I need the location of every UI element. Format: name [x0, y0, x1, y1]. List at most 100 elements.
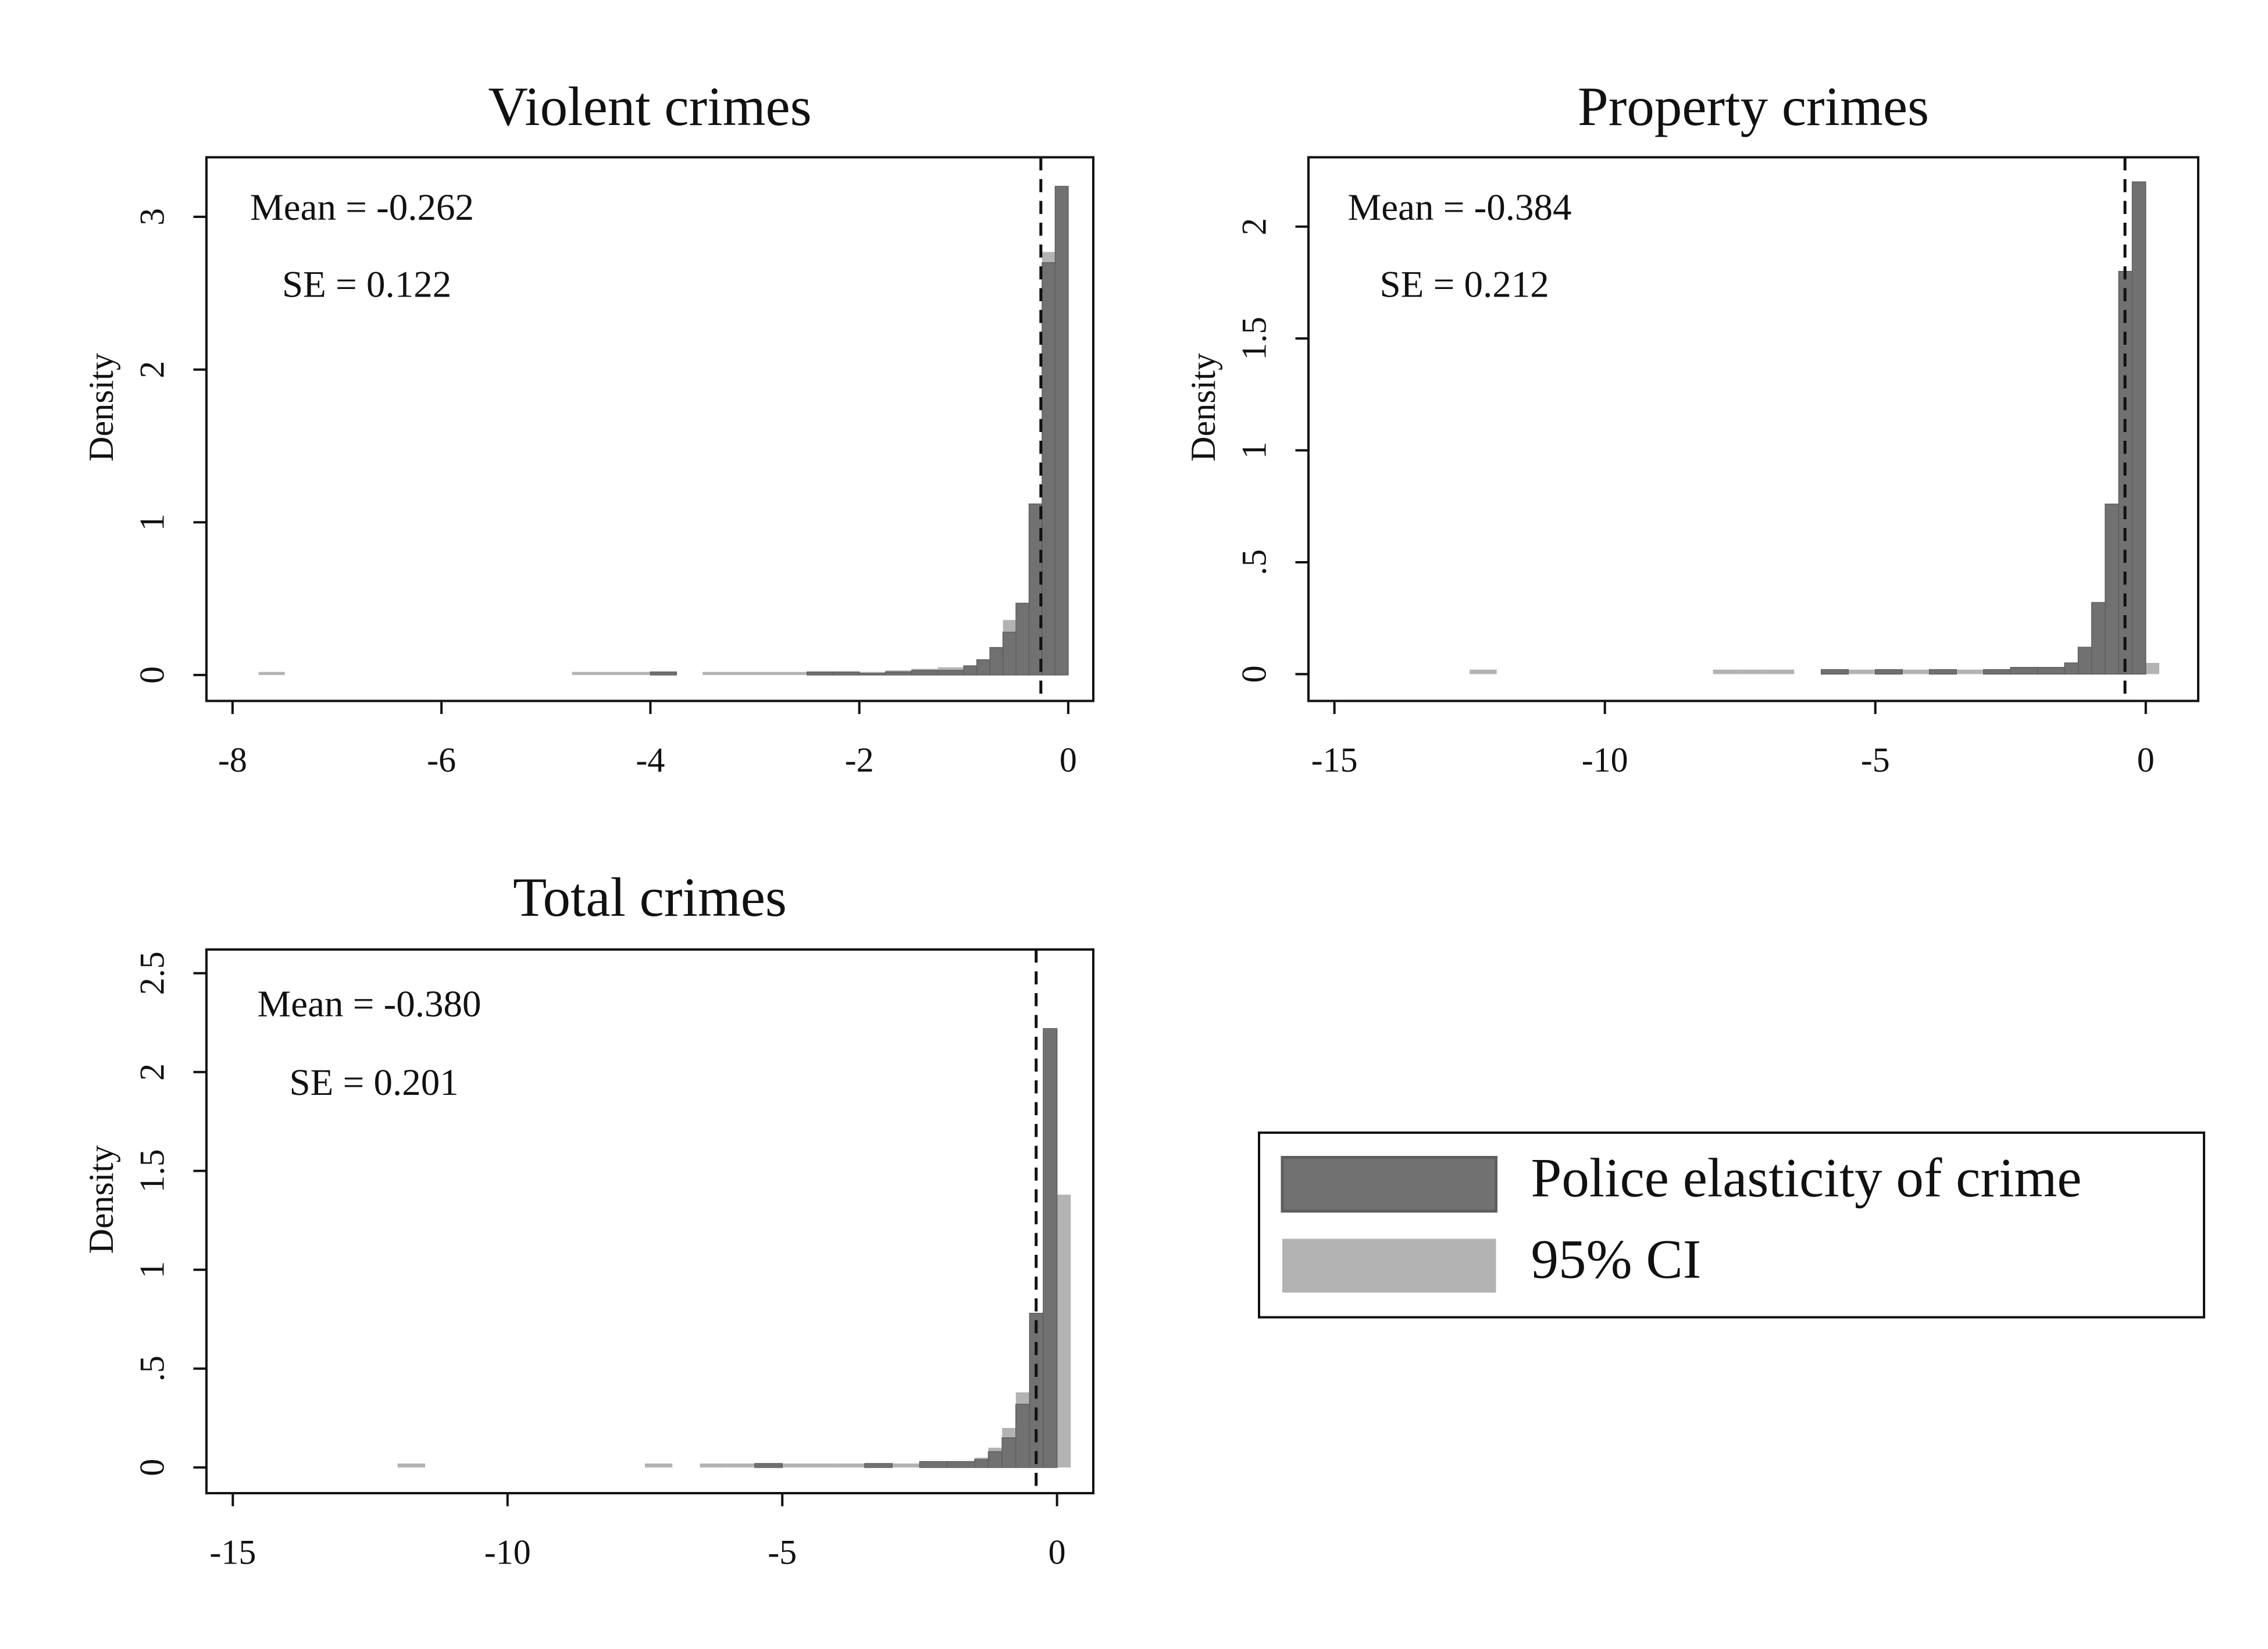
histogram-bar [937, 670, 965, 676]
legend-label: 95% CI [1531, 1228, 1702, 1290]
histogram-bar [2037, 667, 2066, 675]
histogram-bar [1928, 669, 1957, 675]
x-tick-label: -10 [484, 1533, 531, 1571]
legend-label: Police elasticity of crime [1531, 1147, 2082, 1208]
histogram-bar [989, 647, 1004, 676]
chart-title: Property crimes [1578, 76, 1929, 137]
annotation: Mean = -0.262 [250, 187, 474, 229]
y-tick-label: 3 [133, 208, 171, 226]
histogram-bar [2105, 504, 2120, 675]
annotation: SE = 0.122 [282, 263, 451, 305]
histogram-bar [987, 1451, 1003, 1468]
histogram-bar [1874, 669, 1903, 675]
x-tick-label: -8 [218, 741, 247, 779]
histogram-bar [2064, 662, 2079, 675]
histogram-bar [1002, 631, 1017, 676]
histogram-bar [832, 671, 860, 676]
histogram-bar [1767, 669, 1795, 674]
histogram-bar [1057, 1194, 1071, 1468]
plot-frame [205, 948, 1094, 1494]
histogram-bar [1042, 262, 1056, 676]
histogram-bar [1001, 1437, 1017, 1468]
x-tick-label: -4 [636, 741, 665, 779]
x-tick-label: -5 [768, 1533, 797, 1571]
legend-swatch [1281, 1156, 1497, 1213]
histogram-bar [782, 1464, 810, 1468]
histogram-bar [2010, 667, 2038, 675]
legend-swatch [1282, 1238, 1496, 1293]
y-tick-label: 1.5 [1235, 317, 1273, 361]
plot-frame [1307, 156, 2199, 702]
histogram-bar [974, 1459, 989, 1468]
annotation: Mean = -0.384 [1348, 187, 1572, 229]
histogram-bar [755, 672, 781, 675]
x-tick-label: -2 [845, 741, 874, 779]
y-axis-label: Density [82, 1145, 120, 1254]
histogram-bar [624, 672, 651, 675]
histogram-bar [644, 1464, 673, 1468]
x-tick-label: -6 [427, 741, 456, 779]
histogram-bar [946, 1461, 975, 1468]
y-axis-label: Density [82, 353, 120, 462]
x-tick-label: -5 [1861, 741, 1890, 779]
histogram-bar [727, 1464, 755, 1468]
y-tick-label: 2 [133, 361, 171, 379]
histogram-bar [650, 671, 677, 676]
x-tick-label: 0 [1049, 1533, 1066, 1571]
histogram-bar [1740, 669, 1767, 674]
y-tick-label: .5 [133, 1355, 171, 1382]
histogram-bar [1470, 669, 1497, 674]
histogram-bar [1015, 1404, 1030, 1468]
x-tick-label: -15 [1311, 741, 1358, 779]
histogram-bar [1043, 1028, 1058, 1468]
histogram-bar [2131, 181, 2146, 675]
x-tick-label: 0 [2137, 741, 2155, 779]
histogram-bar [780, 672, 807, 675]
histogram-bar [807, 671, 834, 676]
histogram-bar [598, 672, 625, 675]
y-axis-label: Density [1184, 353, 1222, 462]
histogram-bar [2077, 647, 2092, 675]
histogram-bar [1820, 669, 1849, 675]
histogram-bar [729, 672, 755, 675]
y-tick-label: 2 [133, 1063, 171, 1081]
histogram-bar [919, 1461, 948, 1468]
histogram-bar [1956, 669, 1984, 674]
y-tick-label: 1 [133, 1261, 171, 1279]
annotation: Mean = -0.380 [258, 983, 482, 1025]
y-tick-label: 0 [133, 1459, 171, 1476]
histogram-bar [572, 672, 598, 675]
histogram-bar [754, 1463, 783, 1468]
chart-title: Violent crimes [488, 76, 811, 137]
histogram-bar [892, 1464, 920, 1468]
histogram-bar [911, 670, 939, 676]
y-tick-label: 0 [133, 666, 171, 684]
y-tick-label: 1.5 [133, 1149, 171, 1193]
histogram-bar [858, 673, 886, 676]
histogram-bar [2145, 663, 2160, 674]
y-tick-label: 0 [1235, 665, 1273, 683]
y-tick-label: 1 [1235, 442, 1273, 459]
histogram-bar [1902, 669, 1930, 674]
histogram-bar [700, 1464, 728, 1468]
histogram-bar [1713, 669, 1741, 674]
histogram-bar [258, 672, 285, 675]
histogram-bar [837, 1464, 865, 1468]
histogram-bar [2091, 602, 2106, 675]
histogram-bar [963, 665, 978, 676]
plot-frame [205, 156, 1094, 702]
chart-title: Total crimes [513, 866, 787, 928]
histogram-bar [885, 671, 912, 676]
y-tick-label: 2 [1235, 218, 1273, 235]
annotation: SE = 0.212 [1380, 263, 1549, 305]
annotation: SE = 0.201 [290, 1062, 459, 1104]
histogram-bar [1848, 669, 1875, 674]
y-tick-label: 2.5 [133, 951, 171, 995]
y-tick-label: .5 [1235, 549, 1273, 575]
histogram-bar [810, 1464, 837, 1468]
histogram-bar [1054, 185, 1069, 676]
y-tick-label: 1 [133, 513, 171, 531]
x-tick-label: -10 [1582, 741, 1628, 779]
histogram-bar [1015, 602, 1030, 676]
